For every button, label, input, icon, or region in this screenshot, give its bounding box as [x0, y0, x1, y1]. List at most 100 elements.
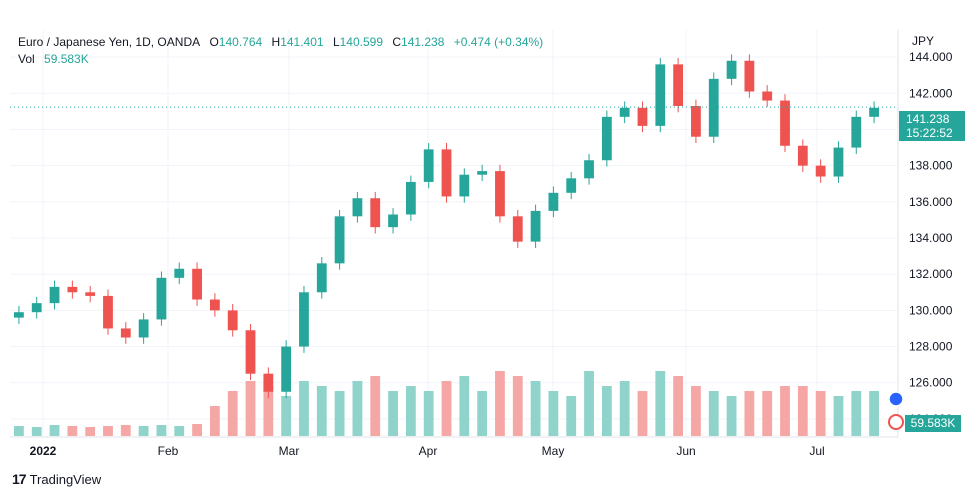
x-tick-label: Jul — [809, 444, 824, 458]
candle-body — [655, 64, 666, 126]
candle-body — [31, 303, 42, 313]
volume-value: 59.583K — [44, 52, 89, 66]
volume-tag: 59.583K — [905, 415, 961, 432]
tradingview-logo-icon: 17 — [12, 471, 27, 487]
candle-body — [174, 268, 185, 278]
volume-bar — [869, 391, 879, 436]
volume-bar — [851, 391, 862, 436]
volume-bar — [530, 381, 541, 436]
volume-bar — [477, 391, 488, 436]
volume-bar — [512, 376, 523, 436]
candle-body — [815, 165, 826, 177]
volume-bar — [708, 391, 719, 436]
candle-body — [299, 292, 309, 347]
candle-body — [14, 312, 24, 318]
split-marker-icon — [888, 414, 904, 430]
y-tick-label: 128.000 — [909, 340, 953, 354]
low-label: L — [332, 35, 340, 49]
volume-bar — [744, 391, 755, 436]
volume-bar — [548, 391, 559, 436]
volume-bar — [637, 391, 648, 436]
last-price-tag: 141.238 15:22:52 — [899, 111, 965, 141]
candle-body — [227, 310, 238, 331]
candle-body — [780, 100, 790, 146]
volume-bar — [245, 381, 256, 436]
low-value: 140.599 — [339, 35, 384, 49]
candle-body — [405, 181, 416, 215]
change-value: +0.474 (+0.34%) — [453, 35, 544, 49]
volume-bar — [103, 426, 113, 436]
volume-bar — [227, 391, 238, 436]
candle-body — [334, 216, 345, 264]
candle-body — [851, 116, 862, 148]
candle-body — [637, 107, 648, 126]
candle-body — [495, 171, 505, 217]
volume-bar — [459, 376, 470, 436]
y-tick-label: 132.000 — [909, 267, 953, 281]
candle-body — [192, 268, 202, 300]
candle-body — [441, 149, 452, 197]
y-tick-label: 130.000 — [909, 303, 953, 317]
volume-bar — [299, 381, 309, 436]
symbol-title: Euro / Japanese Yen, 1D, OANDA — [18, 35, 201, 49]
x-tick-label: 2022 — [30, 444, 57, 458]
volume-bar — [441, 381, 452, 436]
volume-bar — [388, 391, 398, 436]
candle-body — [726, 60, 737, 79]
volume-bar — [14, 426, 24, 436]
candle-body — [263, 373, 274, 392]
chart-legend: Euro / Japanese Yen, 1D, OANDA O140.764 … — [18, 34, 543, 68]
volume-bar — [584, 371, 594, 436]
candle-body — [156, 277, 167, 320]
candle-body — [530, 210, 541, 242]
bar-countdown: 15:22:52 — [906, 126, 953, 140]
candle-body — [49, 286, 60, 304]
candle-body — [423, 149, 434, 182]
candle-body — [601, 116, 612, 161]
x-tick-label: Mar — [279, 444, 300, 458]
candle-body — [691, 105, 701, 137]
y-tick-label: 126.000 — [909, 376, 953, 390]
volume-bar — [423, 391, 434, 436]
volume-bar — [120, 425, 131, 436]
volume-bar — [174, 426, 185, 436]
y-tick-label: 136.000 — [909, 195, 953, 209]
x-tick-label: Feb — [158, 444, 179, 458]
x-tick-label: Apr — [419, 444, 438, 458]
candle-body — [209, 299, 220, 311]
candle-body — [352, 198, 363, 217]
volume-bar — [833, 396, 844, 436]
y-tick-label: 144.000 — [909, 50, 953, 64]
close-value: 141.238 — [401, 35, 445, 49]
candle-body — [762, 91, 773, 101]
candle-body — [548, 192, 559, 211]
candle-body — [103, 295, 113, 329]
candle-body — [281, 346, 292, 392]
candle-body — [388, 214, 398, 228]
candle-body — [67, 286, 78, 293]
volume-bar — [815, 391, 826, 436]
volume-bar — [655, 371, 666, 436]
volume-bar — [138, 426, 149, 436]
volume-bar — [370, 376, 381, 436]
volume-bar — [726, 396, 737, 436]
volume-bar — [797, 386, 808, 436]
high-label: H — [271, 35, 281, 49]
x-tick-label: May — [542, 444, 565, 458]
volume-bar — [762, 391, 773, 436]
volume-bar — [156, 425, 167, 436]
volume-bar — [49, 425, 60, 436]
candle-body — [138, 319, 149, 338]
candle-body — [619, 107, 630, 117]
volume-bar — [619, 381, 630, 436]
close-label: C — [392, 35, 402, 49]
volume-bar — [31, 427, 42, 436]
volume-bar — [334, 391, 345, 436]
volume-bar — [352, 381, 363, 436]
candle-body — [708, 78, 719, 137]
open-value: 140.764 — [218, 35, 263, 49]
candle-body — [120, 328, 131, 338]
tradingview-brand[interactable]: 17 TradingView — [12, 471, 101, 487]
volume-bar — [405, 386, 416, 436]
